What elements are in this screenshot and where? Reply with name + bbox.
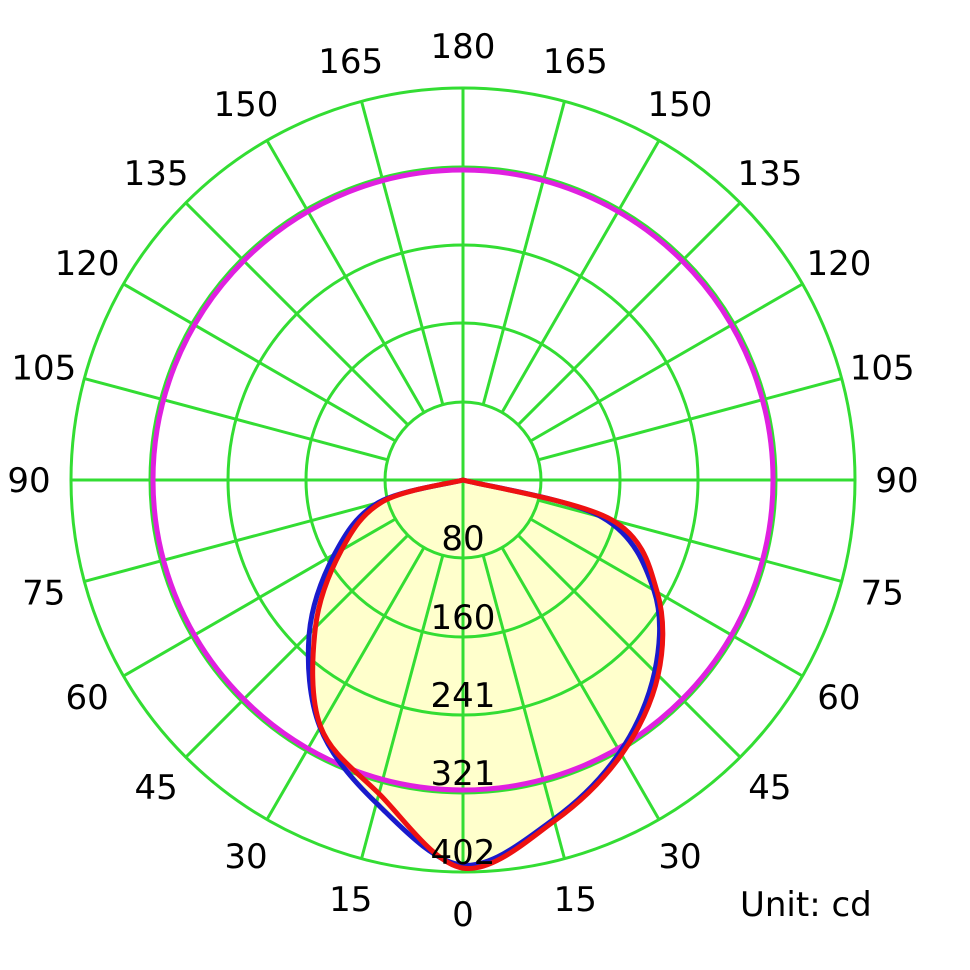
angle-labels: 0 15 30 45 60 75 90 105 120 135 150 165 180 15 30 45 60 7…	[7, 27, 918, 935]
angle-label: 105	[11, 349, 76, 389]
grid-spoke-75	[537, 498, 843, 583]
grid-spoke-30	[500, 546, 661, 821]
angle-label: 180	[431, 27, 496, 67]
series-curve-1	[305, 477, 663, 868]
series-layer	[305, 477, 666, 871]
radial-tick-label: 321	[431, 754, 496, 794]
grid-spoke-330	[265, 546, 426, 821]
grid-spoke-225	[184, 201, 409, 426]
angle-label: 150	[214, 85, 279, 125]
angle-label: 60	[65, 678, 108, 718]
series-curve-2	[310, 477, 666, 871]
angle-label: 60	[817, 678, 860, 718]
grid-spoke-345	[360, 554, 445, 860]
angle-label: 15	[554, 880, 597, 920]
grid-spoke-15	[481, 554, 566, 860]
unit-label: Unit: cd	[740, 885, 872, 925]
angle-label: 105	[850, 349, 915, 389]
grid-spoke-60	[529, 517, 804, 678]
grid-spoke-165	[481, 100, 566, 406]
grid-spoke-135	[517, 201, 742, 426]
grid-spoke-300	[122, 517, 397, 678]
grid-spoke-45	[517, 534, 742, 759]
angle-label: 45	[748, 768, 791, 808]
angle-label: 135	[737, 154, 802, 194]
grid-spoke-105	[537, 377, 843, 462]
angle-label: 120	[806, 244, 871, 284]
grid-spoke-285	[83, 498, 389, 583]
polar-grid	[69, 86, 857, 874]
radial-tick-label: 160	[431, 598, 496, 638]
radial-tick-label: 402	[431, 833, 496, 873]
angle-label: 15	[329, 880, 372, 920]
angle-label: 120	[55, 244, 120, 284]
angle-label: 75	[861, 573, 904, 613]
grid-spoke-255	[83, 377, 389, 462]
angle-label: 135	[124, 154, 189, 194]
radial-tick-labels: 80 160 241 321 402	[431, 519, 496, 873]
angle-label: 90	[875, 461, 918, 501]
angle-label: 165	[543, 42, 608, 82]
grid-spoke-210	[265, 139, 426, 414]
grid-spoke-195	[360, 100, 445, 406]
grid-spoke-240	[122, 282, 397, 443]
grid-spoke-120	[529, 282, 804, 443]
angle-label: 150	[648, 85, 713, 125]
angle-label: 30	[658, 837, 701, 877]
angle-label: 45	[134, 768, 177, 808]
grid-spoke-315	[184, 534, 409, 759]
reference-circle	[150, 167, 776, 793]
angle-label: 165	[318, 42, 383, 82]
angle-label: 90	[7, 461, 50, 501]
radial-tick-label: 241	[431, 676, 496, 716]
angle-label: 0	[452, 895, 474, 935]
angle-label: 30	[224, 837, 267, 877]
angle-label: 75	[22, 573, 65, 613]
grid-spoke-150	[500, 139, 661, 414]
radial-tick-label: 80	[441, 519, 484, 559]
